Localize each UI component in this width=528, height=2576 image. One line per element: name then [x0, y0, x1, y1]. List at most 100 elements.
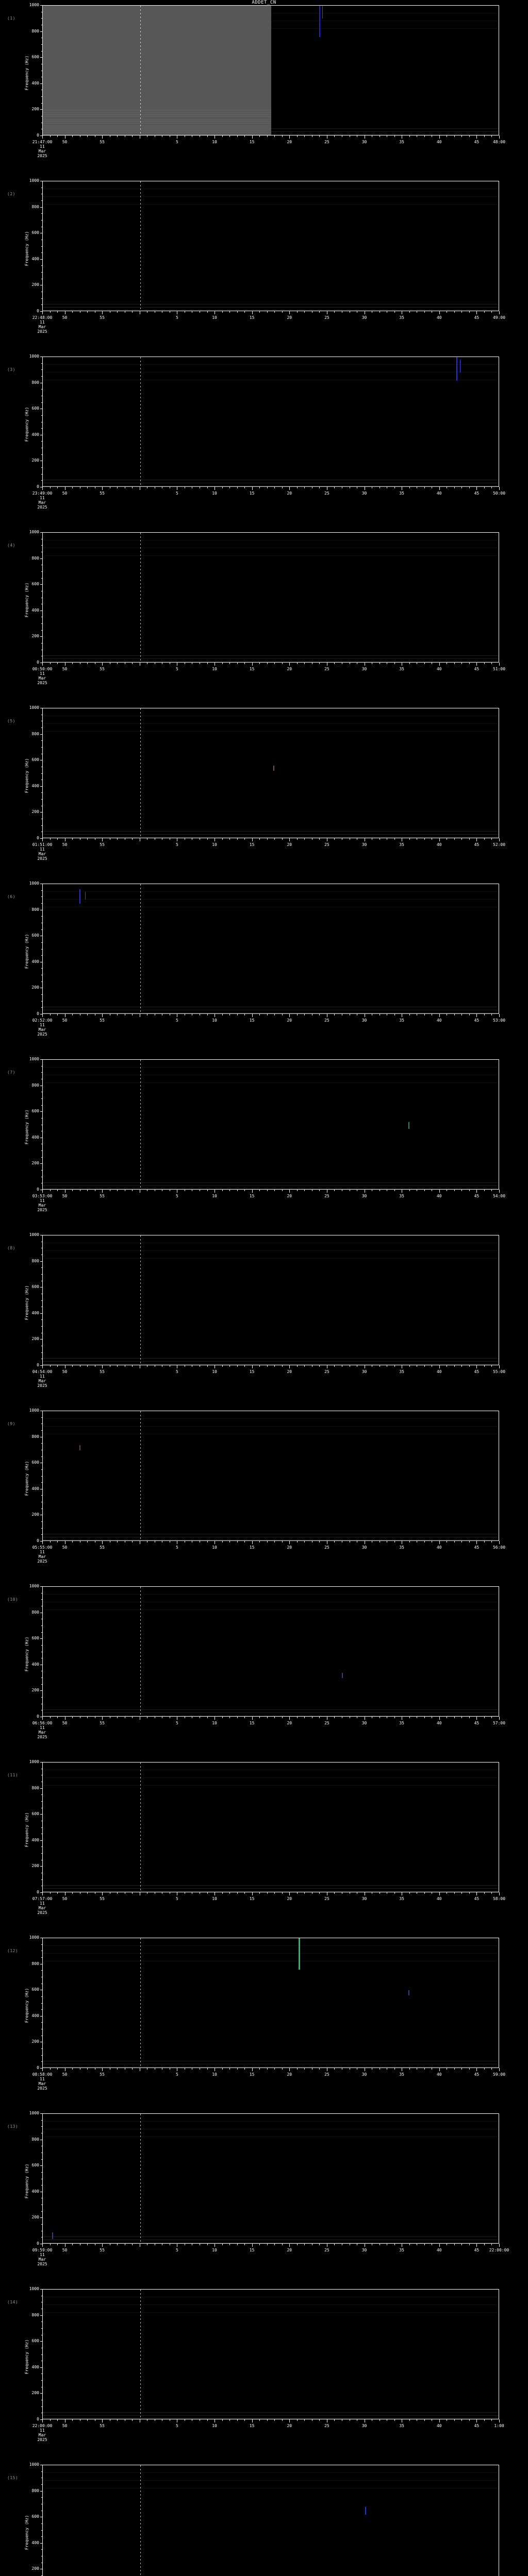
x-tick-label: 40 — [436, 1194, 442, 1198]
start-time: 00:50:00 — [32, 667, 53, 671]
y-tick-label: 1000 — [29, 2286, 39, 2291]
y-tick-mark — [40, 2490, 42, 2492]
spectrogram-plot-area[interactable] — [42, 1235, 499, 1365]
y-tick-mark-minor — [41, 219, 42, 221]
spectrogram-panel[interactable]: (12) Frequency (Hz) 1000 800 600 400 200 0 08:58… — [0, 1935, 528, 2111]
spectrogram-plot-area[interactable] — [42, 1059, 499, 1190]
x-tick-minor — [237, 1892, 238, 1894]
spectrogram-panel[interactable]: (6) Frequency (Hz) 1000 800 600 400 200 0 02:52:… — [0, 881, 528, 1057]
spectrogram-plot-area[interactable] — [42, 1586, 499, 1717]
y-tick-mark-minor — [41, 2172, 42, 2173]
x-tick-minor — [304, 663, 305, 664]
x-tick-minor — [304, 1541, 305, 1543]
y-tick-mark-minor — [41, 44, 42, 45]
masked-region — [43, 6, 271, 135]
x-axis-start-label: 23:49:00 11 Mar 2025 — [32, 491, 53, 510]
spectrogram-plot-area[interactable] — [42, 2289, 499, 2419]
y-tick-label: 200 — [31, 1688, 39, 1693]
spectrogram-panel[interactable]: (5) Frequency (Hz) 1000 800 600 400 200 0 01:51:… — [0, 705, 528, 881]
y-tick-label: 1000 — [29, 3, 39, 7]
x-tick-minor — [394, 311, 395, 313]
spectrogram-panel[interactable]: (10) Frequency (Hz) 1000 800 600 400 200 0 06:56… — [0, 1584, 528, 1759]
spectrogram-panel[interactable]: (2) Frequency (Hz) 1000 800 600 400 200 0 22:48:… — [0, 178, 528, 354]
y-tick-label: 800 — [31, 1082, 39, 1088]
start-time: 03:53:00 — [32, 1194, 53, 1198]
hour-gridline — [140, 1938, 141, 2067]
x-tick-label: 40 — [436, 842, 442, 847]
x-tick-minor — [207, 2068, 208, 2070]
x-tick-minor — [57, 1541, 58, 1543]
x-tick-minor — [117, 2419, 118, 2421]
spectrogram-panel[interactable]: (14) Frequency (Hz) 1000 800 600 400 200 0 22:00… — [0, 2286, 528, 2462]
x-tick-major — [252, 487, 253, 490]
spectrogram-plot-area[interactable] — [42, 357, 499, 487]
x-tick-minor — [87, 2244, 88, 2245]
spectrogram-panel[interactable]: (13) Frequency (Hz) 1000 800 600 400 200 0 09:59… — [0, 2111, 528, 2286]
y-tick-label: 600 — [31, 933, 39, 938]
x-tick-label: 50 — [62, 667, 68, 671]
y-tick-label: 0 — [37, 2065, 39, 2070]
spectrogram-panel[interactable]: (7) Frequency (Hz) 1000 800 600 400 200 0 03:53:… — [0, 1057, 528, 1232]
y-tick-mark-minor — [41, 1469, 42, 1470]
spectrogram-plot-area[interactable] — [42, 5, 499, 135]
spectrogram-plot-area[interactable] — [42, 181, 499, 311]
x-tick-minor — [469, 487, 470, 488]
noise-row — [43, 1426, 499, 1427]
spectrogram-plot-area[interactable] — [42, 2113, 499, 2244]
y-tick-label: 0 — [37, 1538, 39, 1543]
x-tick-major — [102, 2419, 103, 2422]
spectrogram-plot-area[interactable] — [42, 1762, 499, 1892]
y-tick-mark — [40, 83, 42, 84]
spectrogram-panel[interactable]: (1) Frequency (Hz) 1000 800 600 400 200 0 21:47:… — [0, 3, 528, 178]
x-tick-minor — [282, 135, 283, 137]
x-axis-end-label: 50:00 — [492, 491, 506, 496]
spectrogram-plot-area[interactable] — [42, 708, 499, 838]
x-tick-minor — [50, 2068, 51, 2070]
x-tick-minor — [87, 1190, 88, 1191]
y-tick-label: 400 — [31, 959, 39, 964]
spectrogram-panel[interactable]: (9) Frequency (Hz) 1000 800 600 400 200 0 05:55:… — [0, 1408, 528, 1584]
y-tick-label: 800 — [31, 2488, 39, 2493]
spectrogram-panel[interactable]: (11) Frequency (Hz) 1000 800 600 400 200 0 07:57… — [0, 1759, 528, 1935]
x-tick-minor — [296, 663, 298, 664]
x-tick-minor — [282, 663, 283, 664]
spectrogram-panel[interactable]: (3) Frequency (Hz) 1000 800 600 400 200 0 23:49:… — [0, 354, 528, 530]
y-tick-mark-minor — [41, 890, 42, 891]
x-tick-major — [499, 1190, 500, 1193]
y-tick-mark-minor — [41, 1592, 42, 1594]
x-tick-minor — [461, 1717, 463, 1718]
x-tick-minor — [484, 1541, 485, 1543]
spectrogram-plot-area[interactable] — [42, 532, 499, 663]
x-tick-minor — [409, 311, 410, 313]
x-tick-minor — [259, 1892, 260, 1894]
y-tick-mark-minor — [41, 948, 42, 950]
x-tick-label: 35 — [399, 491, 404, 496]
x-tick-label: 5 — [176, 1369, 178, 1374]
noise-row — [43, 731, 499, 732]
x-tick-minor — [72, 1892, 73, 1894]
y-tick-mark-minor — [41, 1072, 42, 1073]
y-tick-label: 400 — [31, 432, 39, 437]
x-tick-minor — [229, 1717, 230, 1718]
spectrogram-panel[interactable]: (15)Frequency (Hz)1000800600400200023:01… — [0, 2462, 528, 2576]
x-tick-minor — [229, 2419, 230, 2421]
y-tick-label: 200 — [31, 1336, 39, 1342]
signal-detection — [79, 1445, 80, 1450]
y-tick-label: 1000 — [29, 1584, 39, 1588]
spectrogram-plot-area[interactable] — [42, 2465, 499, 2576]
noise-row — [43, 485, 499, 486]
y-tick-label: 600 — [31, 2514, 39, 2519]
spectrogram-panel[interactable]: (8) Frequency (Hz) 1000 800 600 400 200 0 04:54:… — [0, 1232, 528, 1408]
spectrogram-plot-area[interactable] — [42, 884, 499, 1014]
spectrogram-panel[interactable]: (4) Frequency (Hz) 1000 800 600 400 200 0 00:50:… — [0, 530, 528, 705]
spectrogram-plot-area[interactable] — [42, 1411, 499, 1541]
x-tick-major — [214, 1541, 216, 1544]
x-tick-minor — [267, 1365, 268, 1367]
x-tick-minor — [72, 135, 73, 137]
x-axis-end-label: 48:00 — [492, 140, 506, 144]
x-tick-minor — [334, 1541, 335, 1543]
x-tick-minor — [259, 663, 260, 664]
x-tick-minor — [132, 663, 133, 664]
x-tick-minor — [132, 311, 133, 313]
spectrogram-plot-area[interactable] — [42, 1938, 499, 2068]
